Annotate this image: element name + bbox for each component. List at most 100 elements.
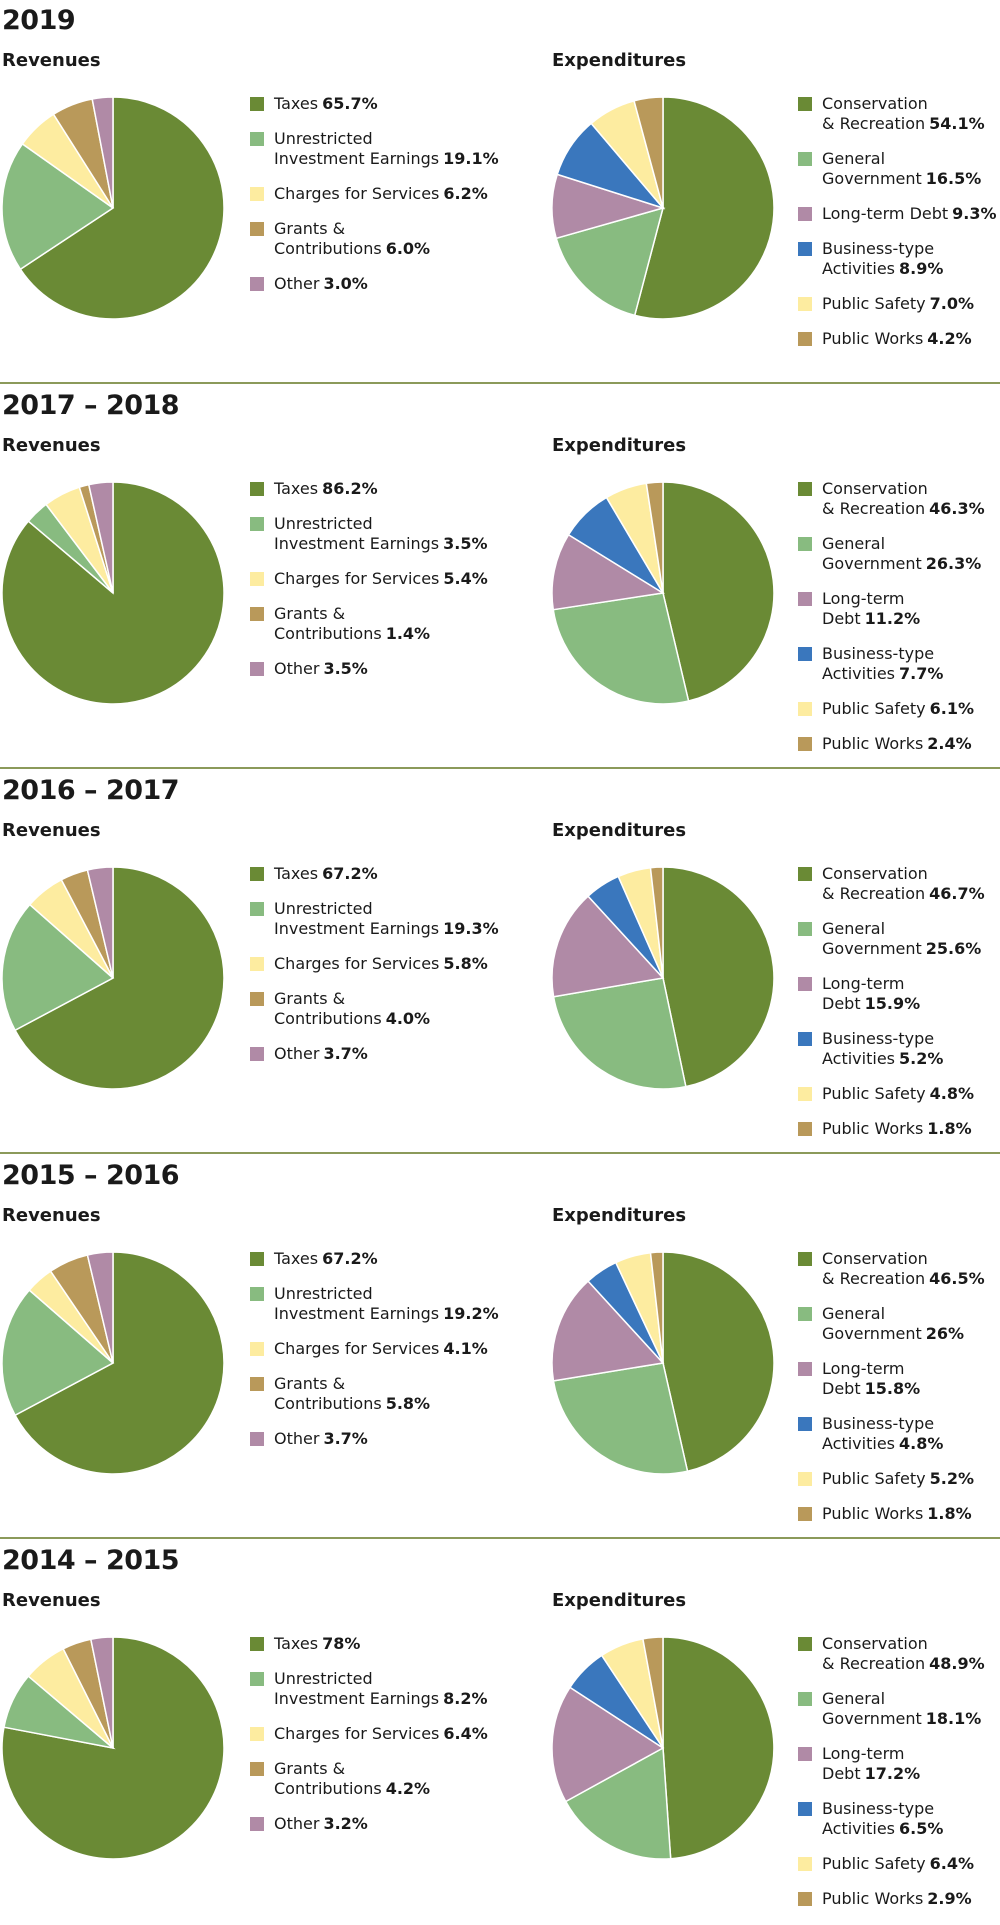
legend-swatch <box>798 97 812 111</box>
legend-percent: 67.2% <box>322 864 378 883</box>
legend-item-public-works: Public Works 2.4% <box>798 734 1000 754</box>
legend-label: Activities 6.5% <box>822 1819 944 1838</box>
legend-label: Charges for Services 6.4% <box>274 1724 488 1743</box>
legend-swatch <box>250 1047 264 1061</box>
pie-slice-public-works <box>633 96 664 209</box>
pie-slice-public-works <box>645 481 664 594</box>
legend-item-grants-and-contributions: Grants & Contributions 6.0% <box>250 219 499 259</box>
legend-item-grants-and-contributions: Grants & Contributions 4.2% <box>250 1759 488 1799</box>
legend-item-business-type-activities: Business-type Activities 7.7% <box>798 644 1000 684</box>
legend-label: Contributions 4.2% <box>274 1779 431 1798</box>
pie-slice-public-works <box>649 1251 664 1364</box>
year-section: 2017 – 2018 Revenues Expenditures Taxes 8… <box>0 385 1000 770</box>
legend-item-general-government: General Government 26% <box>798 1304 1000 1344</box>
pie-slice-long-term-debt <box>551 895 665 998</box>
legend-item-general-government: General Government 26.3% <box>798 534 1000 574</box>
legend-label: Unrestricted <box>274 1669 373 1688</box>
section-divider <box>0 1537 1000 1539</box>
legend-label: Contributions 1.4% <box>274 624 431 643</box>
legend-label: Public Safety 4.8% <box>822 1084 974 1103</box>
legend-swatch <box>798 1637 812 1651</box>
legend-swatch <box>250 572 264 586</box>
legend-swatch <box>798 592 812 606</box>
legend-percent: 7.0% <box>929 294 974 313</box>
expenditures-heading: Expenditures <box>552 1205 687 1226</box>
legend-label: Long-term Debt 11.2% <box>822 589 921 628</box>
legend-item-charges-for-services: Charges for Services 6.4% <box>250 1724 488 1744</box>
legend-label: General <box>822 1304 886 1323</box>
legend-item-conservation-and-recreation: Conservation & Recreation 46.7% <box>798 864 1000 904</box>
pie-slice-conservation-and-recreation <box>662 1251 775 1473</box>
legend-swatch <box>798 1417 812 1431</box>
legend-swatch <box>250 277 264 291</box>
pie-slice-taxes <box>14 866 225 1090</box>
legend-label: Business-type <box>822 1414 935 1433</box>
legend-label: Charges for Services 4.1% <box>274 1339 488 1358</box>
legend-item-other: Other 3.5% <box>250 659 488 679</box>
legend-swatch <box>798 1472 812 1486</box>
pie-slice-public-works <box>642 1636 664 1749</box>
expenditures-legend: Conservation & Recreation 46.5% General Gove… <box>798 1249 1000 1539</box>
legend-label: & Recreation 54.1% <box>822 114 985 133</box>
pie-slice-conservation-and-recreation <box>633 96 775 320</box>
legend-item-public-safety: Public Safety 6.1% <box>798 699 1000 719</box>
legend-percent: 67.2% <box>322 1249 378 1268</box>
legend-label: General <box>822 1689 886 1708</box>
legend-percent: 18.1% <box>925 1709 982 1728</box>
year-section: 2014 – 2015 Revenues Expenditures Taxes 7… <box>0 1540 1000 1925</box>
pie-slice-long-term-debt <box>551 1686 665 1803</box>
legend-percent: 4.8% <box>929 1084 974 1103</box>
expenditures-heading: Expenditures <box>552 435 687 456</box>
legend-percent: 4.2% <box>385 1779 431 1798</box>
legend-swatch <box>250 187 264 201</box>
legend-item-grants-and-contributions: Grants & Contributions 5.8% <box>250 1374 499 1414</box>
legend-percent: 5.4% <box>443 569 488 588</box>
legend-item-long-term-debt: Long-term Debt 15.9% <box>798 974 1000 1014</box>
revenues-pie-chart <box>1 1251 225 1475</box>
legend-percent: 5.8% <box>385 1394 431 1413</box>
legend-swatch <box>798 332 812 346</box>
pie-slice-general-government <box>552 977 687 1090</box>
legend-swatch <box>798 1747 812 1761</box>
legend-percent: 46.7% <box>929 884 985 903</box>
legend-percent: 9.3% <box>952 204 997 223</box>
legend-item-conservation-and-recreation: Conservation & Recreation 46.3% <box>798 479 1000 519</box>
legend-label: Government 18.1% <box>822 1709 982 1728</box>
section-year-title: 2016 – 2017 <box>2 775 180 806</box>
legend-percent: 2.4% <box>927 734 972 753</box>
legend-item-business-type-activities: Business-type Activities 4.8% <box>798 1414 1000 1454</box>
legend-percent: 1.4% <box>385 624 431 643</box>
legend-item-conservation-and-recreation: Conservation & Recreation 54.1% <box>798 94 997 134</box>
revenues-heading: Revenues <box>2 1205 101 1226</box>
legend-swatch <box>798 1252 812 1266</box>
legend-label: General <box>822 534 886 553</box>
legend-label: General <box>822 919 886 938</box>
legend-percent: 6.4% <box>929 1854 974 1873</box>
legend-label: Taxes 67.2% <box>274 1249 378 1268</box>
legend-label: Long-term Debt 15.9% <box>822 974 921 1013</box>
pie-slice-general-government <box>552 592 690 705</box>
legend-swatch <box>798 297 812 311</box>
legend-item-long-term-debt: Long-term Debt 11.2% <box>798 589 1000 629</box>
legend-percent: 3.5% <box>443 534 488 553</box>
section-year-title: 2019 <box>2 5 76 36</box>
revenues-legend: Taxes 65.7% Unrestricted Investment Earning… <box>250 94 499 309</box>
legend-label: Other 3.7% <box>274 1429 368 1448</box>
pie-slice-conservation-and-recreation <box>662 1636 775 1860</box>
legend-label: Unrestricted <box>274 129 373 148</box>
pie-slice-long-term-debt <box>551 1280 665 1382</box>
legend-item-taxes: Taxes 65.7% <box>250 94 499 114</box>
legend-percent: 1.8% <box>927 1119 972 1138</box>
legend-item-public-safety: Public Safety 7.0% <box>798 294 997 314</box>
legend-label: Government 26.3% <box>822 554 982 573</box>
legend-swatch <box>250 1287 264 1301</box>
legend-item-other: Other 3.2% <box>250 1814 488 1834</box>
expenditures-legend: Conservation & Recreation 48.9% General Gove… <box>798 1634 1000 1924</box>
legend-percent: 19.2% <box>443 1304 499 1323</box>
legend-percent: 6.1% <box>929 699 974 718</box>
pie-slice-other <box>86 1251 114 1364</box>
legend-percent: 78% <box>322 1634 361 1653</box>
pie-slice-other <box>91 96 114 209</box>
pie-slice-taxes <box>14 1251 225 1475</box>
legend-percent: 11.2% <box>864 609 921 628</box>
